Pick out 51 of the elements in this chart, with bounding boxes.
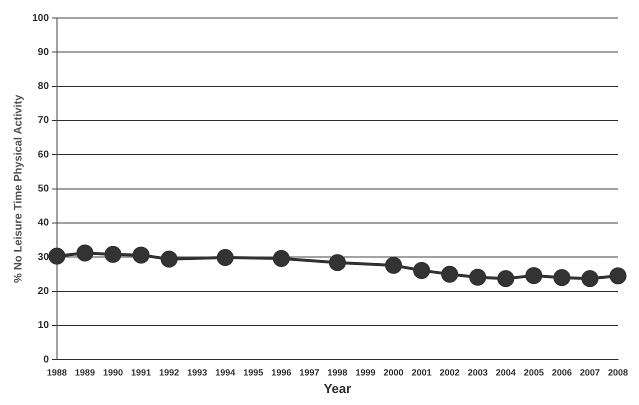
x-tick-label: 1997 (299, 367, 320, 378)
y-tick-label: 60 (38, 149, 50, 160)
y-tick-label: 10 (38, 320, 50, 332)
x-tick-label: 1999 (355, 367, 376, 378)
y-tick-label: 100 (32, 12, 50, 24)
point (413, 262, 430, 279)
y-tick-label: 50 (38, 184, 50, 195)
x-tick-label: 1993 (187, 367, 208, 378)
point (132, 246, 150, 264)
x-tick-label: 1988 (46, 367, 67, 378)
point (553, 269, 570, 286)
point (609, 267, 626, 284)
y-tick-label: 20 (38, 286, 50, 298)
point (160, 250, 178, 268)
y-tick-label: 80 (38, 81, 50, 92)
x-tick-label: 2001 (412, 367, 432, 378)
point (581, 270, 598, 288)
x-tick-label: 2002 (440, 367, 460, 378)
point (525, 267, 542, 284)
point (469, 268, 486, 286)
point (385, 256, 402, 274)
y-tick-label: 70 (38, 115, 50, 126)
x-tick-label: 1996 (271, 367, 292, 378)
point (497, 270, 514, 288)
x-tick-label: 1990 (102, 367, 124, 378)
x-tick-label: 1992 (159, 367, 180, 378)
point (441, 266, 458, 283)
x-tick-label: 2006 (552, 367, 572, 378)
point (216, 248, 234, 266)
y-tick-label: 90 (38, 46, 50, 58)
point (104, 246, 122, 263)
x-tick-label: 2005 (524, 367, 544, 378)
y-axis-title: % No Leisure Time Physical Activity (12, 94, 25, 283)
x-tick-label: 2008 (608, 367, 628, 378)
x-tick-label: 1989 (74, 367, 95, 378)
x-tick-label: 1995 (243, 367, 264, 378)
y-tick-label: 40 (38, 218, 50, 229)
point (272, 250, 290, 267)
x-tick-label: 1998 (327, 367, 348, 378)
x-tick-label: 2000 (384, 367, 404, 378)
x-tick-label: 2007 (580, 367, 600, 378)
point (76, 244, 94, 262)
point (328, 254, 346, 272)
y-tick-label: 0 (43, 354, 50, 366)
x-axis-title: Year (324, 380, 352, 396)
x-tick-label: 1991 (131, 367, 152, 378)
x-tick-label: 2003 (468, 367, 488, 378)
x-tick-label: 1994 (215, 367, 236, 378)
point (48, 248, 66, 265)
y-tick-label: 30 (38, 252, 50, 263)
x-tick-label: 2004 (496, 367, 516, 378)
